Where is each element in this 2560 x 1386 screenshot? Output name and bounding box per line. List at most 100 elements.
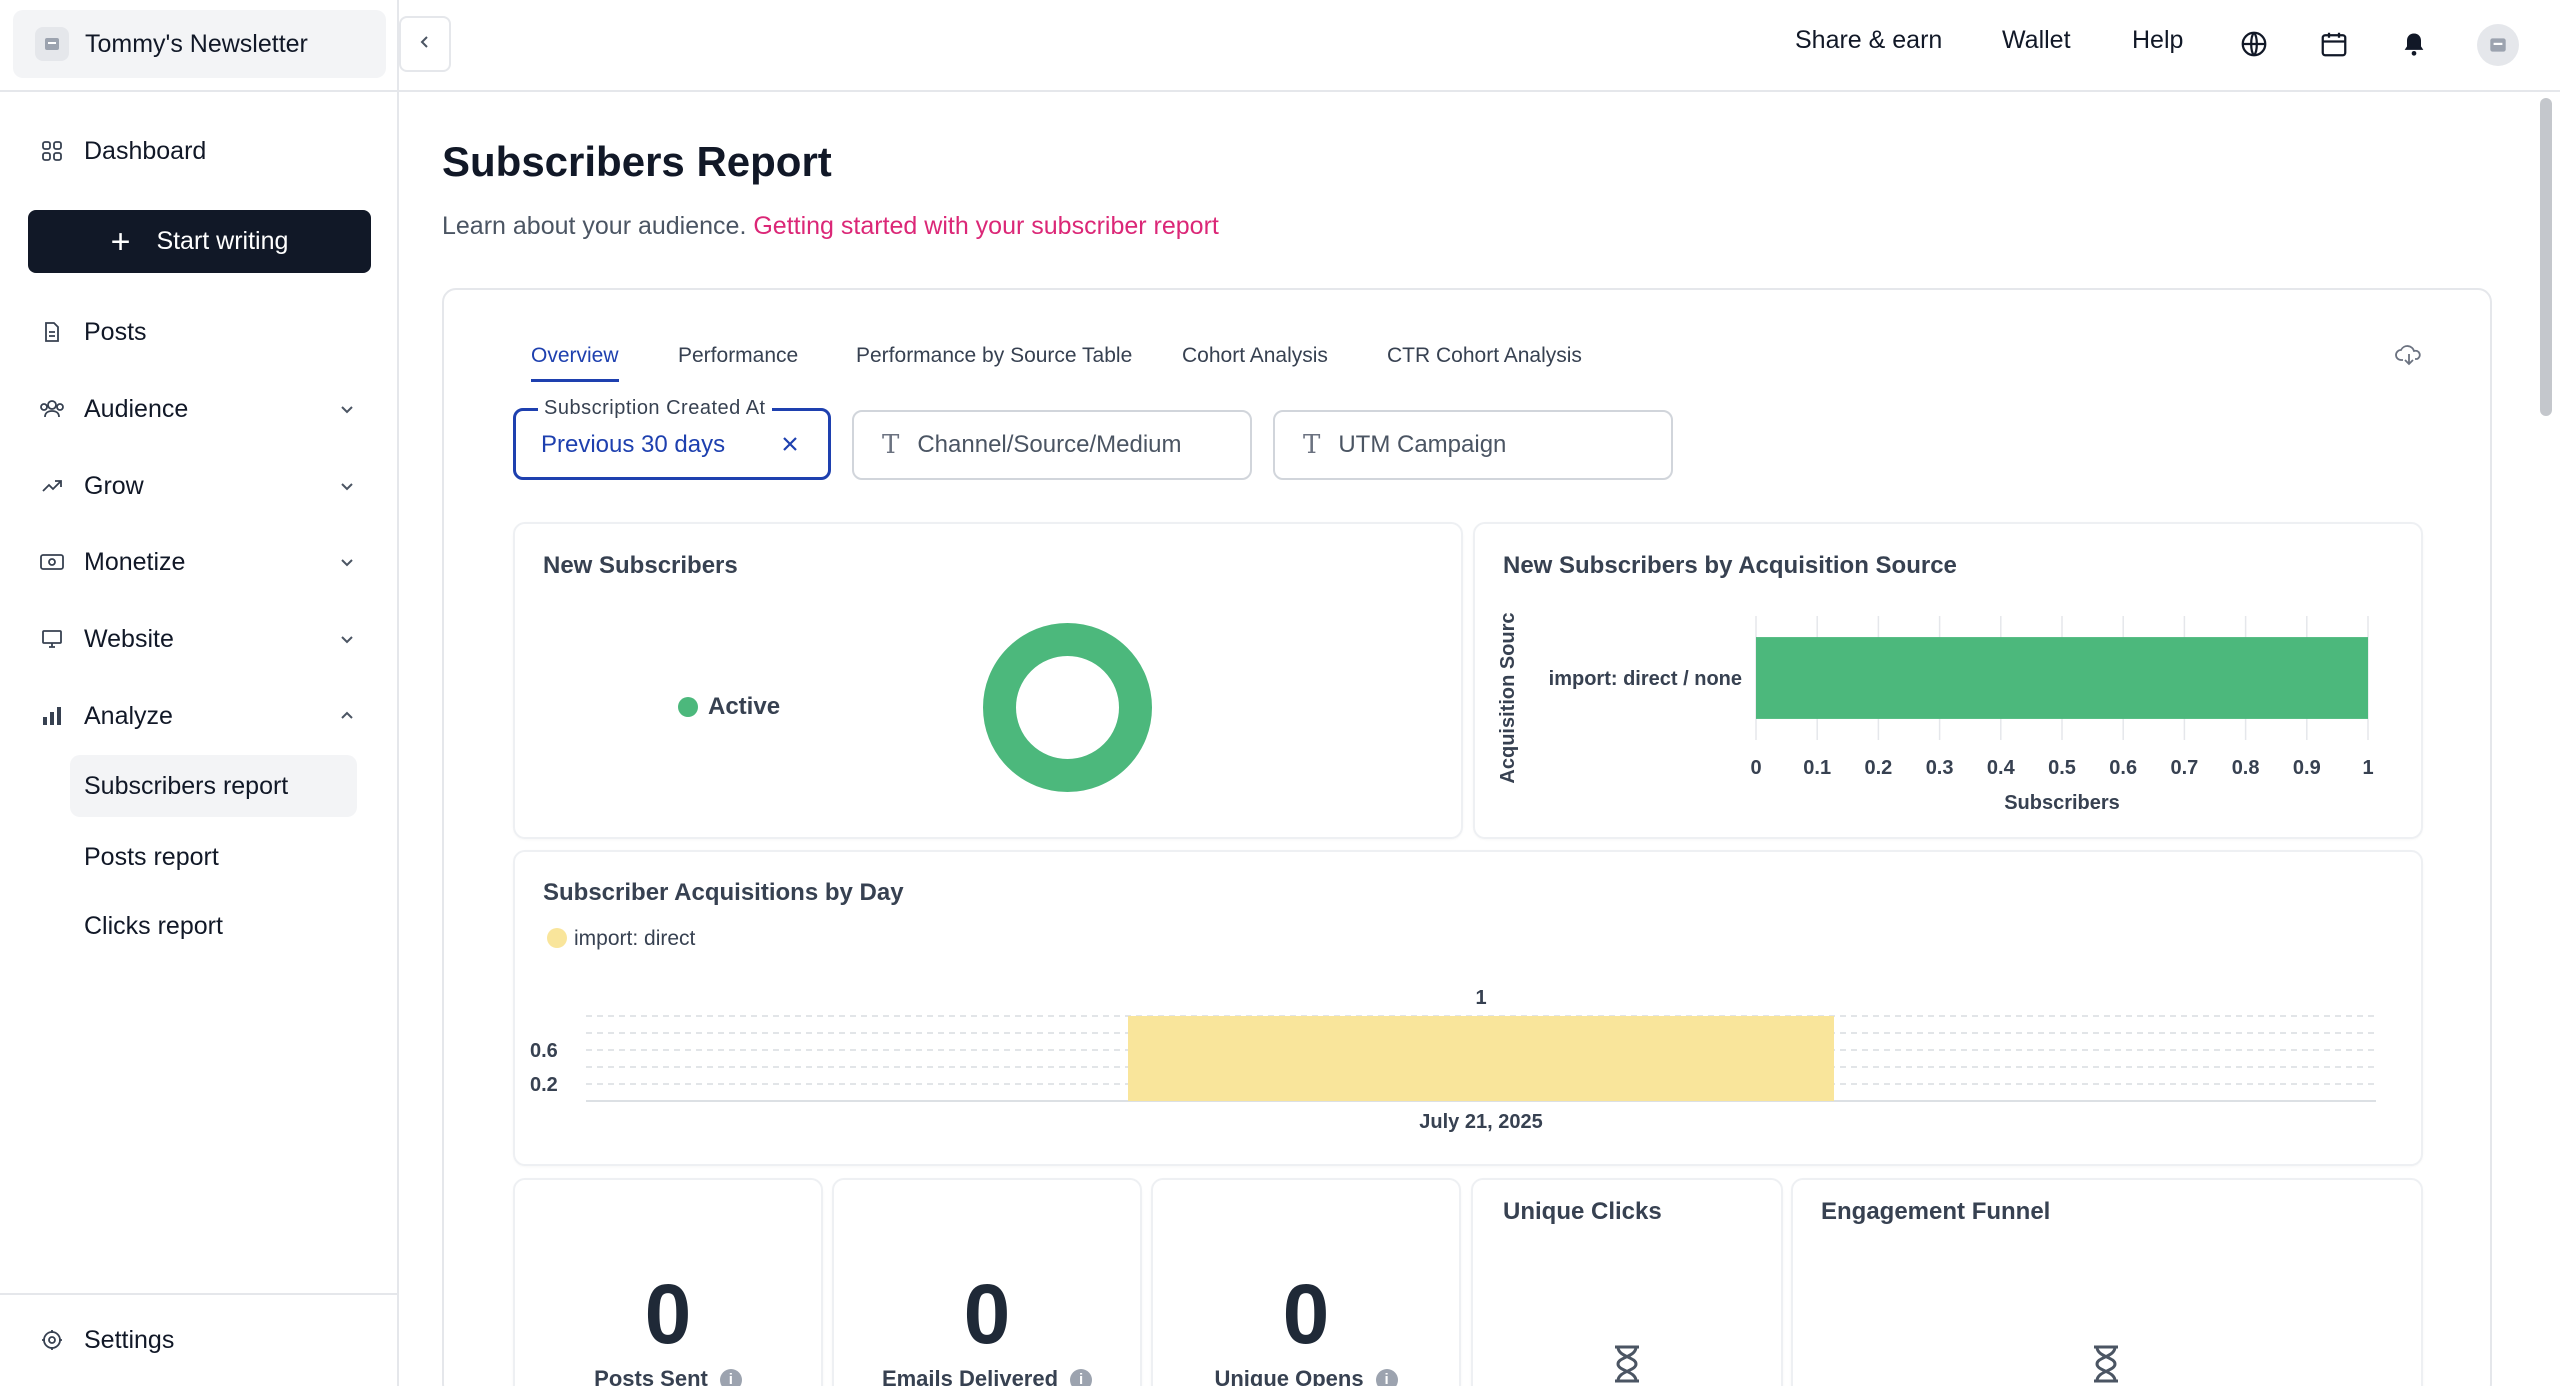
utm-campaign-filter[interactable]: T UTM Campaign xyxy=(1273,410,1673,480)
stat-value: 0 xyxy=(644,1267,692,1361)
info-icon[interactable]: i xyxy=(1070,1369,1093,1386)
sidebar-item-label: Grow xyxy=(84,471,144,500)
x-tick-label: 0 xyxy=(1750,757,1761,779)
filter-value: Previous 30 days xyxy=(541,431,726,458)
user-avatar[interactable] xyxy=(2477,24,2519,66)
stat-label-text: Unique Opens xyxy=(1214,1366,1364,1386)
tab-performance[interactable]: Performance xyxy=(678,344,799,367)
y-tick-label: 0.2 xyxy=(530,1074,558,1096)
stat-tile-unique-opens xyxy=(1151,1178,1461,1386)
chevron-down-icon xyxy=(336,628,358,650)
hourglass-icon xyxy=(1608,1343,1646,1385)
x-tick-label: July 21, 2025 xyxy=(1419,1111,1542,1133)
y-axis-label: Acquisition Sourc xyxy=(1497,612,1519,783)
sidebar-item-label: Posts xyxy=(84,317,147,346)
chevron-left-icon xyxy=(417,34,433,55)
filter-placeholder: Channel/Source/Medium xyxy=(917,431,1182,458)
filter-label: Subscription Created At xyxy=(538,397,772,420)
gear-icon xyxy=(38,1326,66,1354)
sidebar-item-grow[interactable]: Grow xyxy=(38,466,358,506)
share-earn-link[interactable]: Share & earn xyxy=(1795,26,1943,54)
sidebar-item-monetize[interactable]: Monetize xyxy=(38,542,358,582)
globe-icon[interactable] xyxy=(2236,26,2272,62)
info-icon[interactable]: i xyxy=(1375,1369,1398,1386)
users-icon xyxy=(38,395,66,423)
x-tick-label: 0.6 xyxy=(2109,757,2137,779)
bar xyxy=(1756,637,2368,719)
calendar-icon[interactable] xyxy=(2316,26,2352,62)
sidebar: Tommy's Newsletter Dashboard + Start wri… xyxy=(0,0,399,1386)
start-writing-button[interactable]: + Start writing xyxy=(28,210,371,273)
help-link[interactable]: Help xyxy=(2132,26,2184,54)
sidebar-item-dashboard[interactable]: Dashboard xyxy=(38,131,358,171)
x-tick-label: 0.3 xyxy=(1926,757,1954,779)
tab-cohort-analysis[interactable]: Cohort Analysis xyxy=(1182,344,1328,367)
sidebar-item-label: Dashboard xyxy=(84,136,207,165)
stat-tile-posts-sent xyxy=(513,1178,823,1386)
legend-label: Active xyxy=(708,693,781,720)
donut-slice-active xyxy=(983,623,1152,792)
channel-source-medium-filter[interactable]: T Channel/Source/Medium xyxy=(852,410,1252,480)
tab-ctr-cohort-analysis[interactable]: CTR Cohort Analysis xyxy=(1387,344,1582,367)
sidebar-item-audience[interactable]: Audience xyxy=(38,389,358,429)
grid-icon xyxy=(38,137,66,165)
chevron-down-icon xyxy=(336,551,358,573)
filter-placeholder: UTM Campaign xyxy=(1338,431,1507,458)
hourglass-icon xyxy=(2087,1343,2125,1385)
sidebar-item-label: Website xyxy=(84,624,174,653)
x-tick-label: 1 xyxy=(2362,757,2373,779)
stat-value: 0 xyxy=(1282,1267,1330,1361)
sidebar-divider xyxy=(0,1293,399,1295)
x-tick-label: 0.9 xyxy=(2293,757,2321,779)
panel-title: Subscriber Acquisitions by Day xyxy=(543,879,904,906)
cloud-download-icon[interactable] xyxy=(2393,340,2425,370)
collapse-sidebar-button[interactable] xyxy=(399,16,451,72)
stat-label-text: Posts Sent xyxy=(594,1366,708,1386)
scrollbar-thumb[interactable] xyxy=(2540,98,2552,416)
stat-label: Unique Opens i xyxy=(1156,1366,1456,1386)
x-tick-label: 0.4 xyxy=(1987,757,2016,779)
tab-performance-by-source-table[interactable]: Performance by Source Table xyxy=(856,344,1133,367)
new-subscribers-donut xyxy=(983,623,1152,792)
unique-clicks-panel xyxy=(1471,1178,1783,1386)
sidebar-item-subscribers-report[interactable]: Subscribers report xyxy=(70,755,357,817)
money-icon xyxy=(38,548,66,576)
data-label: 1 xyxy=(1475,987,1486,1009)
sidebar-item-label: Audience xyxy=(84,394,189,423)
x-tick-label: 0.7 xyxy=(2170,757,2198,779)
x-tick-label: 0.8 xyxy=(2232,757,2260,779)
page-title: Subscribers Report xyxy=(442,138,832,185)
stat-value: 0 xyxy=(963,1267,1011,1361)
stat-label: Posts Sent i xyxy=(518,1366,818,1386)
publication-switcher[interactable]: Tommy's Newsletter xyxy=(13,10,386,78)
sidebar-divider xyxy=(0,90,399,92)
start-writing-label: Start writing xyxy=(156,227,289,255)
y-tick-label: 0.6 xyxy=(530,1040,558,1062)
tab-overview[interactable]: Overview xyxy=(531,344,619,382)
panel-title: New Subscribers by Acquisition Source xyxy=(1503,552,1957,579)
wallet-link[interactable]: Wallet xyxy=(2002,26,2071,54)
page-subtitle: Learn about your audience. Getting start… xyxy=(442,212,1219,241)
subscription-date-filter[interactable] xyxy=(513,408,831,480)
monitor-icon xyxy=(38,625,66,653)
sidebar-item-posts[interactable]: Posts xyxy=(38,312,358,352)
acquisition-source-chart: 0 0.1 0.2 0.3 0.4 0.5 0.6 0.7 0.8 0.9 1 import: dir… xyxy=(1497,612,2374,814)
bell-icon[interactable] xyxy=(2396,26,2432,62)
chevron-up-icon xyxy=(336,705,358,727)
sidebar-item-settings[interactable]: Settings xyxy=(38,1320,358,1360)
x-tick-label: 0.5 xyxy=(2048,757,2076,779)
text-type-icon: T xyxy=(1303,430,1321,460)
info-icon[interactable]: i xyxy=(719,1369,742,1386)
chevron-down-icon xyxy=(336,398,358,420)
sidebar-item-website[interactable]: Website xyxy=(38,619,358,659)
close-icon[interactable] xyxy=(776,430,804,458)
x-axis-label: Subscribers xyxy=(2004,792,2120,814)
sidebar-item-analyze[interactable]: Analyze xyxy=(38,696,358,736)
legend-label: import: direct xyxy=(574,927,696,950)
text-type-icon: T xyxy=(882,430,900,460)
sidebar-item-label: Analyze xyxy=(84,701,173,730)
subscriber-report-guide-link[interactable]: Getting started with your subscriber rep… xyxy=(753,212,1219,240)
sidebar-item-posts-report[interactable]: Posts report xyxy=(84,842,219,871)
y-tick-label: import: direct / none xyxy=(1549,668,1742,690)
sidebar-item-clicks-report[interactable]: Clicks report xyxy=(84,911,223,940)
